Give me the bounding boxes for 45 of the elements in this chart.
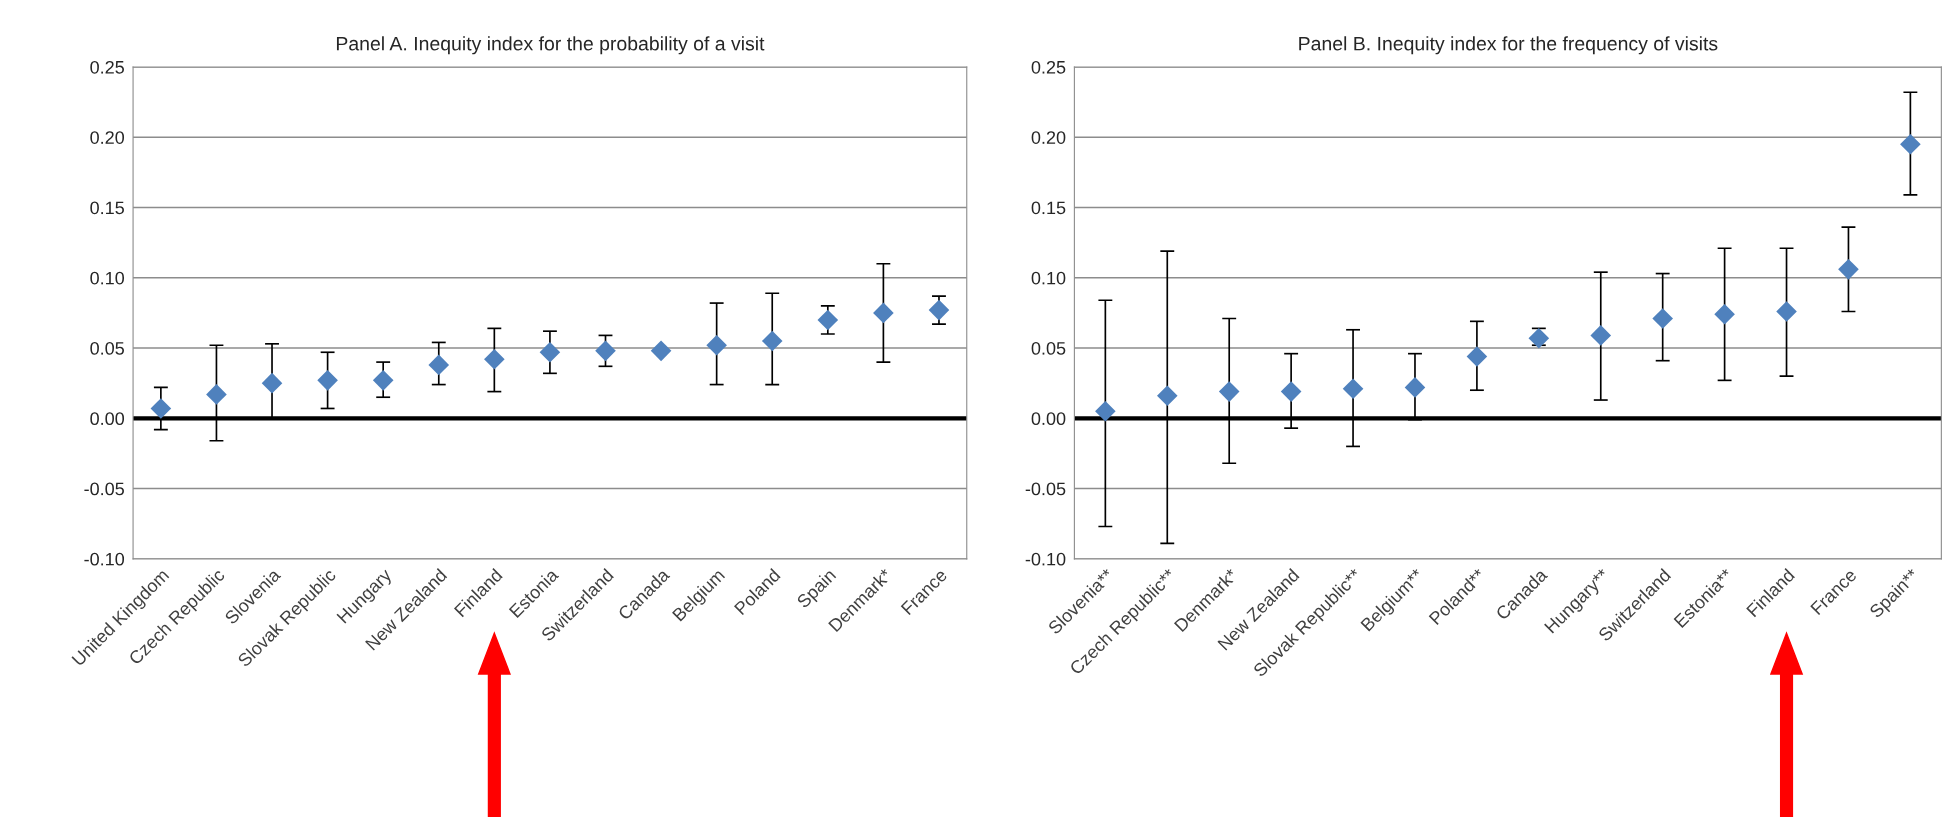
point — [650, 340, 672, 362]
y-tick-label: -0.10 — [84, 552, 125, 566]
point — [1280, 381, 1302, 402]
point — [1095, 400, 1116, 422]
y-tick-label: 0.05 — [1031, 341, 1066, 355]
point — [873, 302, 894, 324]
point — [1776, 301, 1797, 322]
point — [1900, 133, 1921, 155]
y-tick-label: 0.25 — [90, 60, 124, 74]
point — [595, 340, 616, 362]
y-tick-label: 0.20 — [90, 131, 125, 144]
chart-title: Panel B. Inequity index for the frequency of visits — [1299, 36, 1718, 55]
point — [1590, 325, 1612, 346]
point — [1466, 346, 1488, 367]
point — [1156, 385, 1178, 407]
point — [206, 384, 227, 405]
y-tick-label: 0.05 — [90, 341, 124, 355]
point — [484, 348, 505, 370]
point — [372, 370, 394, 391]
y-tick-label: 0.10 — [90, 271, 125, 285]
point — [817, 309, 839, 331]
point — [1838, 259, 1859, 280]
y-tick-label: 0.00 — [90, 412, 125, 426]
point — [428, 354, 450, 376]
point — [1342, 378, 1364, 400]
point — [317, 370, 338, 391]
y-tick-label: 0.15 — [90, 201, 124, 215]
point — [1714, 304, 1735, 325]
y-tick-label: 0.25 — [1031, 60, 1066, 74]
y-tick-label: -0.05 — [84, 482, 124, 496]
point — [150, 398, 172, 419]
y-tick-label: -0.05 — [1025, 482, 1066, 496]
point — [706, 334, 727, 356]
point — [539, 341, 561, 363]
chart-title: Panel A. Inequity index for the probability of a visit — [336, 36, 765, 55]
y-tick-label: 0.20 — [1031, 131, 1066, 144]
y-tick-label: 0.00 — [1031, 412, 1066, 426]
point — [261, 372, 283, 394]
point — [1218, 381, 1240, 402]
point — [1652, 308, 1673, 329]
point — [761, 330, 783, 352]
y-tick-label: -0.10 — [1025, 552, 1066, 566]
y-tick-label: 0.10 — [1031, 271, 1066, 285]
y-tick-label: 0.15 — [1031, 201, 1066, 215]
point — [1404, 377, 1426, 398]
